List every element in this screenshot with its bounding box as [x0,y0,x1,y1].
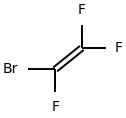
Text: F: F [114,41,122,55]
Text: Br: Br [3,62,18,76]
Text: F: F [51,101,59,114]
Text: F: F [78,3,86,17]
